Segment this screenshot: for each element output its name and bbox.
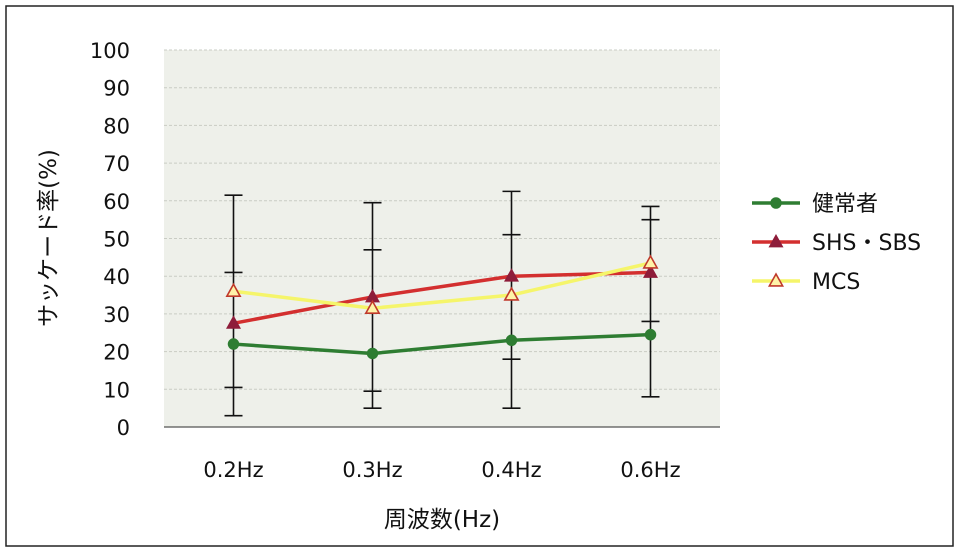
y-tick-label: 20: [103, 341, 130, 365]
y-tick-label: 80: [103, 114, 130, 138]
x-tick-label: 0.2Hz: [203, 458, 263, 482]
series-group: [225, 254, 659, 314]
grid-lines: [164, 49, 720, 428]
legend-label: SHS・SBS: [812, 231, 921, 256]
data-point: [505, 334, 518, 347]
y-axis-title: サッケード率(%): [36, 149, 62, 327]
legend: 健常者 SHS・SBS MCS: [752, 192, 921, 295]
data-point: [503, 268, 520, 282]
x-axis-title: 周波数(Hz): [384, 507, 500, 533]
y-tick-label: 30: [103, 303, 130, 327]
series-lines: [225, 254, 659, 360]
y-tick-label: 0: [117, 416, 130, 440]
series-line: [233, 270, 651, 326]
legend-item: SHS・SBS: [752, 231, 921, 256]
y-tick-label: 100: [90, 39, 130, 63]
x-tick-label: 0.3Hz: [342, 458, 402, 482]
x-tick-label: 0.6Hz: [620, 458, 680, 482]
y-axis-ticks: 0 10 20 30 40 50 60 70 80 90 100: [90, 39, 130, 440]
data-point: [364, 299, 381, 314]
y-tick-label: 70: [103, 152, 130, 176]
y-tick-label: 50: [103, 228, 130, 252]
series-group: [225, 264, 659, 329]
legend-item: 健常者: [752, 192, 878, 217]
series-group: [227, 328, 657, 360]
series-line: [233, 332, 651, 356]
data-point: [503, 286, 520, 301]
series-line: [233, 261, 651, 310]
legend-label: MCS: [812, 270, 860, 295]
data-point: [770, 197, 782, 209]
y-tick-label: 10: [103, 378, 130, 402]
data-point: [225, 282, 242, 297]
x-tick-label: 0.4Hz: [481, 458, 541, 482]
y-tick-label: 60: [103, 190, 130, 214]
data-point: [642, 254, 659, 269]
data-point: [366, 347, 379, 360]
y-tick-label: 90: [103, 77, 130, 101]
x-axis-ticks: 0.2Hz 0.3Hz 0.4Hz 0.6Hz: [203, 458, 680, 482]
data-point: [225, 315, 242, 329]
data-point: [644, 328, 657, 341]
data-point: [767, 272, 785, 287]
legend-item: MCS: [752, 270, 860, 295]
data-point: [768, 233, 784, 248]
y-tick-label: 40: [103, 265, 130, 289]
data-point: [642, 264, 659, 278]
data-point: [227, 338, 240, 350]
legend-label: 健常者: [812, 192, 878, 217]
